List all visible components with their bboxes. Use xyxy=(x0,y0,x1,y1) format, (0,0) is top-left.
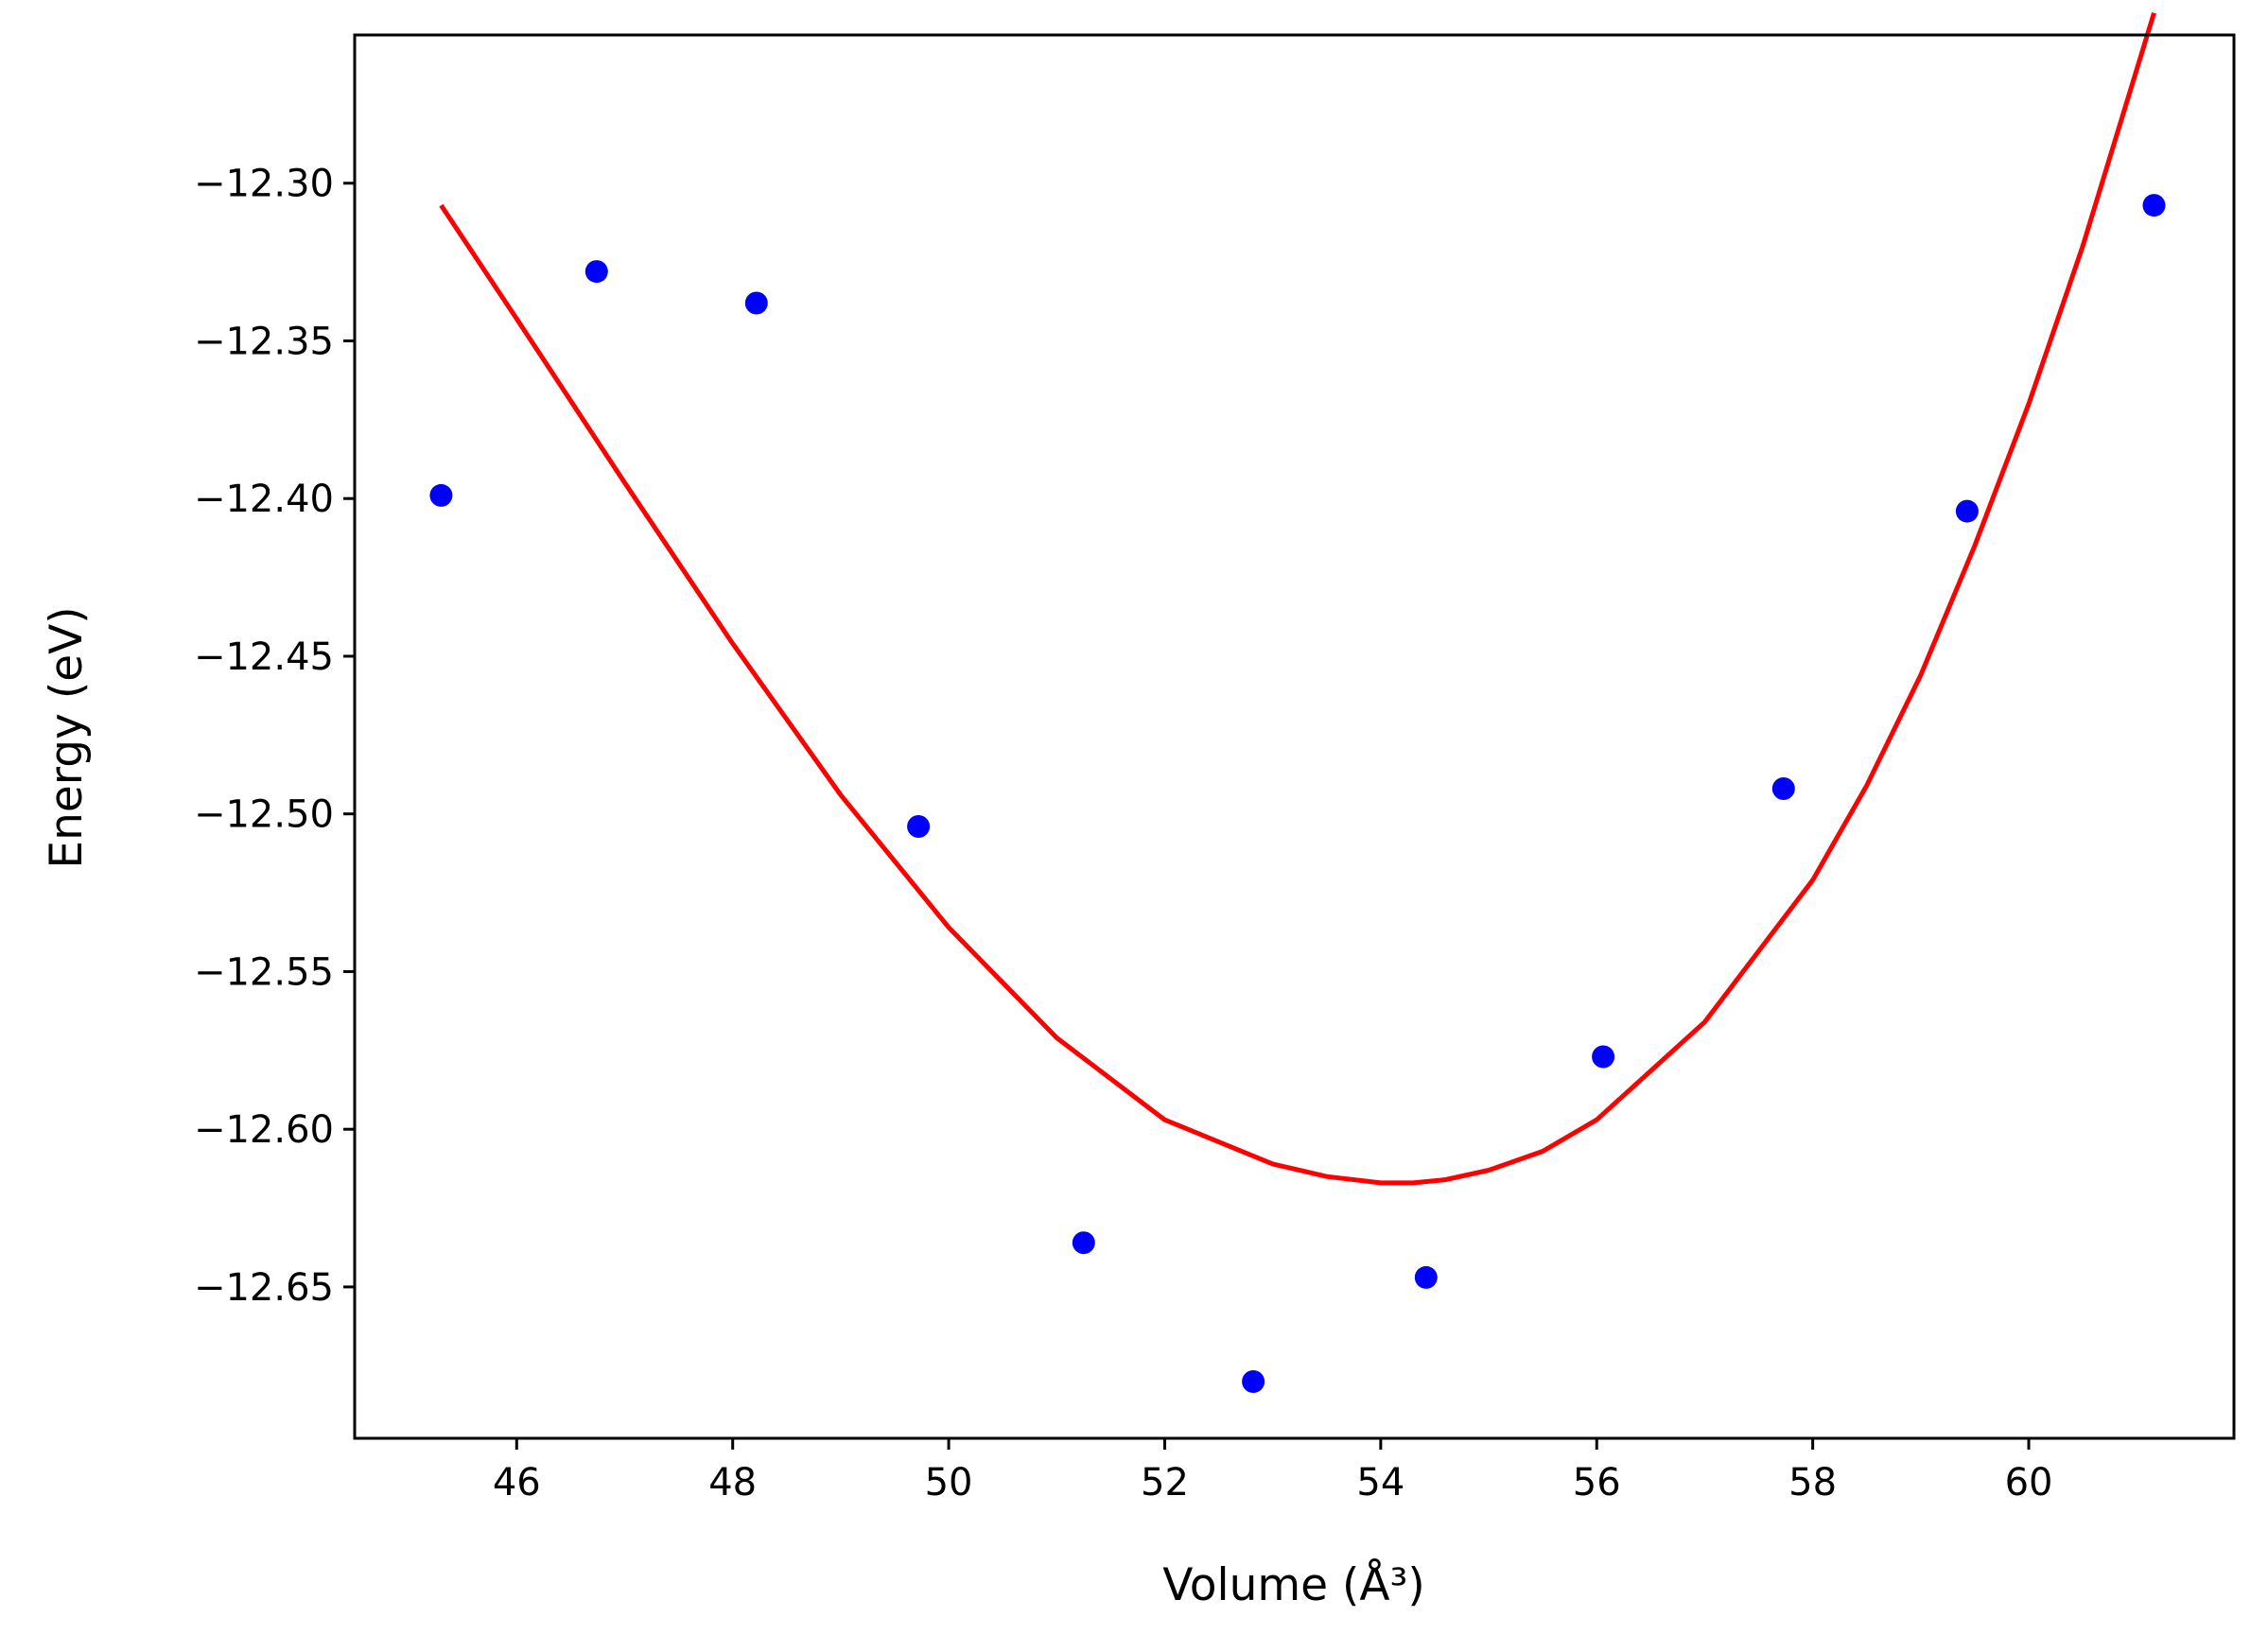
x-tick-label: 50 xyxy=(925,1461,973,1504)
data-point xyxy=(2142,194,2166,217)
data-point xyxy=(1955,499,1979,523)
y-tick-label: −12.65 xyxy=(194,1266,334,1310)
y-tick-label: −12.50 xyxy=(194,793,334,837)
x-tick-label: 60 xyxy=(2005,1461,2053,1504)
x-tick-label: 52 xyxy=(1141,1461,1189,1504)
y-tick-label: −12.35 xyxy=(194,320,334,363)
y-tick-label: −12.60 xyxy=(194,1108,334,1152)
data-point xyxy=(1592,1045,1615,1069)
data-point xyxy=(1242,1370,1265,1393)
data-point xyxy=(584,260,608,284)
y-axis-label: Energy (eV) xyxy=(41,606,93,868)
plot-frame xyxy=(353,33,2236,1440)
data-point xyxy=(429,483,453,507)
data-points-layer xyxy=(429,194,2166,1393)
x-axis: 46 48 50 52 54 56 58 60 xyxy=(493,1438,2053,1504)
y-tick-label: −12.55 xyxy=(194,950,334,994)
data-point xyxy=(1771,777,1795,800)
x-tick-label: 58 xyxy=(1788,1461,1837,1504)
data-point xyxy=(907,815,931,838)
x-tick-label: 56 xyxy=(1573,1461,1621,1504)
data-point xyxy=(1072,1231,1095,1255)
x-tick-label: 54 xyxy=(1356,1461,1404,1504)
x-tick-label: 48 xyxy=(708,1461,757,1504)
x-axis-label: Volume (Å³) xyxy=(1162,1559,1424,1611)
data-point xyxy=(1414,1265,1438,1289)
y-tick-label: −12.40 xyxy=(194,478,334,521)
x-tick-label: 46 xyxy=(493,1461,541,1504)
y-axis: −12.30 −12.35 −12.40 −12.45 −12.50 −12.55 −12.… xyxy=(194,163,355,1310)
y-tick-label: −12.45 xyxy=(194,635,334,679)
plot-background xyxy=(355,35,2234,1438)
fit-curve-layer xyxy=(439,11,2156,1186)
data-point xyxy=(744,291,768,315)
y-tick-label: −12.30 xyxy=(194,163,334,206)
fit-curve xyxy=(439,11,2156,1186)
